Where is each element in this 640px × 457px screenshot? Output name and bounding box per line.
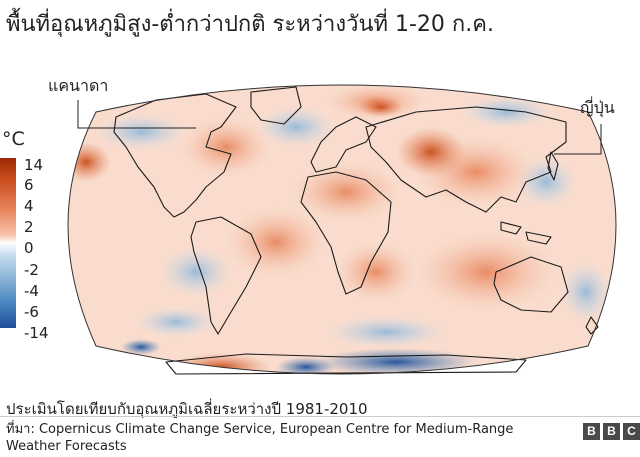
- legend-tick: -6: [24, 303, 39, 321]
- legend-unit: °C: [2, 128, 25, 150]
- bbc-logo-letter: B: [583, 423, 600, 440]
- legend-tick: 6: [24, 176, 34, 194]
- temperature-anomaly-field: [68, 85, 616, 374]
- baseline-note: ประเมินโดยเทียบกับอุณหภูมิเฉลี่ยระหว่างป…: [6, 400, 368, 418]
- divider: [0, 416, 640, 417]
- bbc-logo: B B C: [583, 423, 640, 440]
- world-temperature-map: [46, 72, 638, 386]
- bbc-logo-letter: C: [623, 423, 640, 440]
- temperature-colorbar: [0, 158, 16, 328]
- bbc-logo-letter: B: [603, 423, 620, 440]
- map-title: พื้นที่อุณหภูมิสูง-ต่ำกว่าปกติ ระหว่างวั…: [6, 12, 494, 37]
- japan-label: ญี่ปุ่น: [580, 98, 615, 117]
- legend-tick: 0: [24, 239, 34, 257]
- map-outline: [67, 84, 617, 375]
- legend-tick: -4: [24, 282, 39, 300]
- japan-callout-line: [554, 124, 602, 155]
- legend-tick: 4: [24, 197, 34, 215]
- canada-callout-line: [77, 100, 196, 129]
- legend-tick: -2: [24, 261, 39, 279]
- coastlines: [113, 86, 599, 375]
- legend-tick: 14: [24, 156, 44, 174]
- canada-label: แคนาดา: [48, 76, 109, 95]
- legend-tick: -14: [24, 324, 49, 342]
- legend-tick: 2: [24, 218, 34, 236]
- source-credit: ที่มา: Copernicus Climate Change Service…: [6, 422, 514, 454]
